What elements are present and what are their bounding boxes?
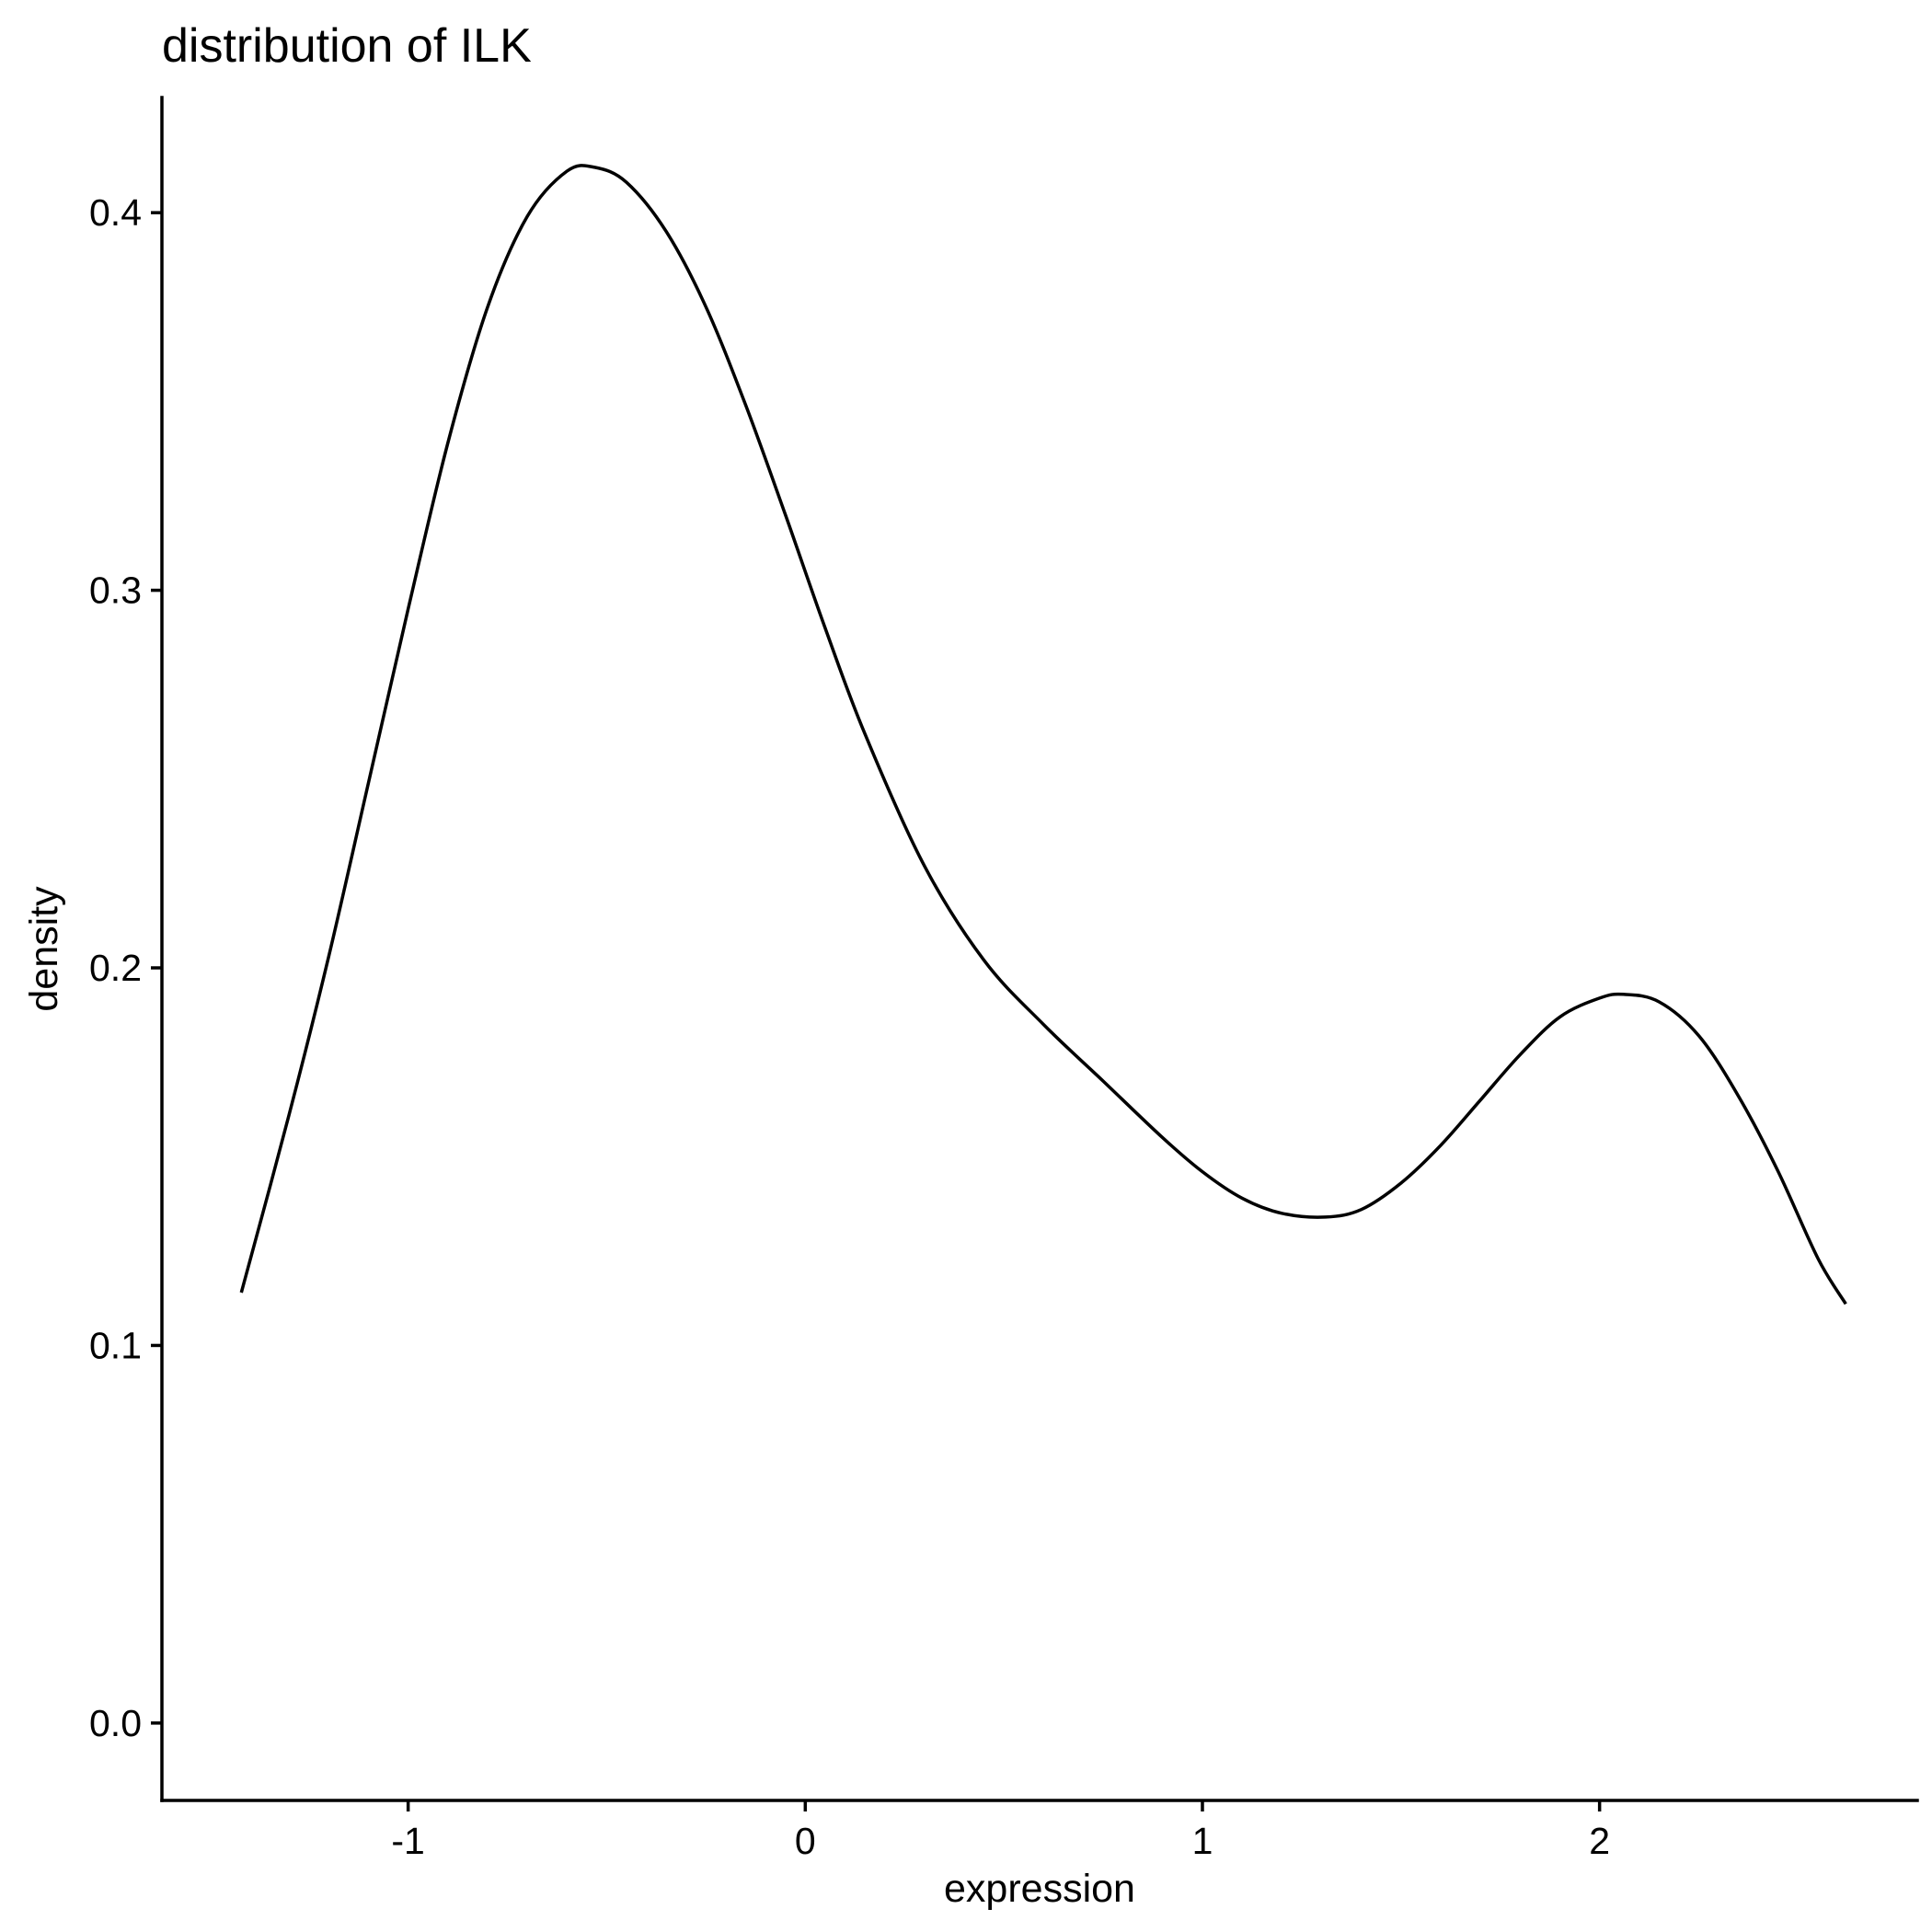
chart-title: distribution of ILK <box>162 19 532 73</box>
x-tick-label: 2 <box>1589 1820 1610 1862</box>
density-curve <box>239 164 1847 1305</box>
y-tick-label: 0.0 <box>89 1702 142 1744</box>
y-tick-label: 0.2 <box>89 947 142 989</box>
x-axis-title: expression <box>944 1867 1135 1911</box>
x-tick-label: 0 <box>795 1820 816 1862</box>
x-tick-label: 1 <box>1192 1820 1213 1862</box>
y-axis-ticks: 0.0 0.1 0.2 0.3 0.4 <box>89 191 162 1744</box>
y-axis-title: density <box>22 886 66 1012</box>
y-tick-label: 0.3 <box>89 569 142 612</box>
y-tick-label: 0.1 <box>89 1324 142 1366</box>
axes <box>160 96 1919 1802</box>
x-axis-ticks: -1 0 1 2 <box>391 1800 1610 1862</box>
x-tick-label: -1 <box>391 1820 424 1862</box>
y-tick-label: 0.4 <box>89 191 142 234</box>
